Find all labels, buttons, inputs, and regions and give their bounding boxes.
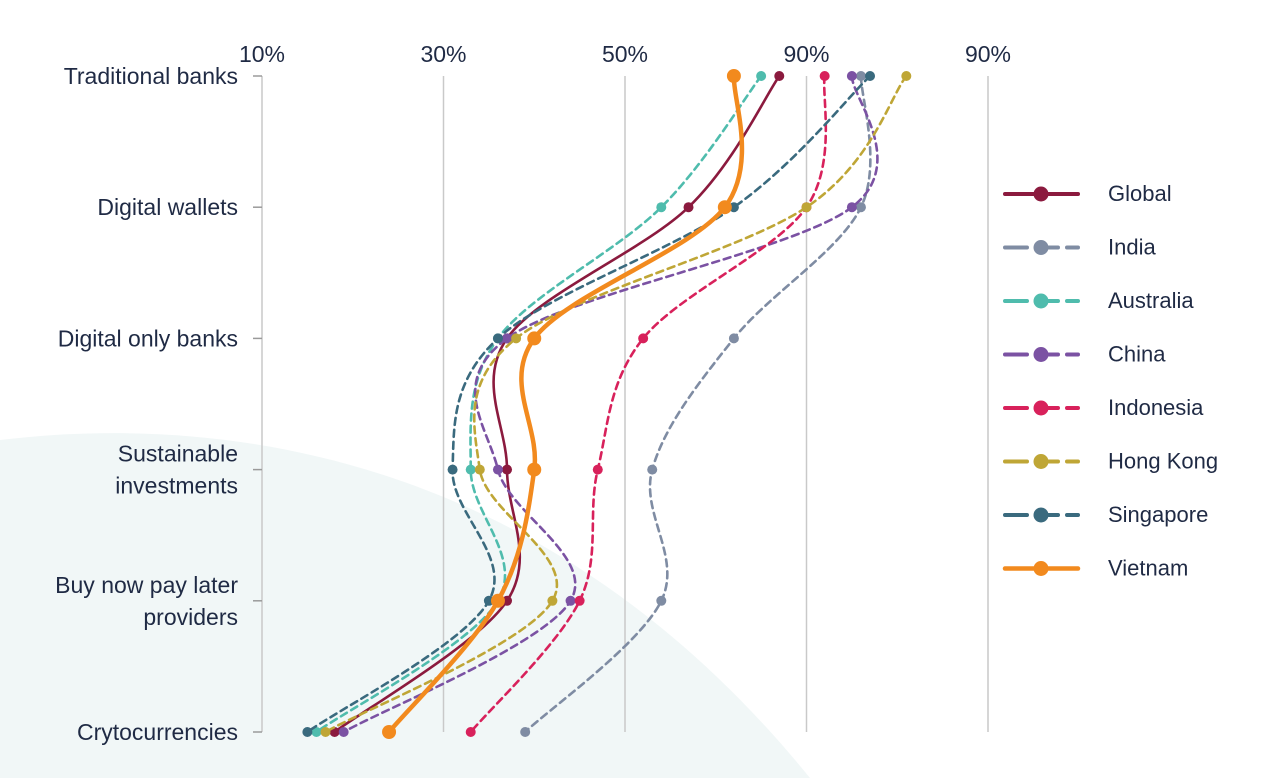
category-label: Sustainable (118, 441, 238, 467)
data-point-china (846, 202, 857, 213)
data-point-singapore (447, 464, 458, 475)
legend-marker-australia (1033, 293, 1049, 309)
category-label: Crytocurrencies (77, 719, 238, 745)
data-point-hong-kong (901, 71, 912, 81)
data-point-vietnam (726, 69, 741, 83)
legend-label-australia: Australia (1108, 288, 1194, 313)
data-point-singapore (302, 727, 313, 737)
data-point-hong-kong (474, 464, 485, 475)
category-label: Digital wallets (97, 194, 238, 220)
legend-label-indonesia: Indonesia (1108, 395, 1204, 420)
data-point-india (855, 71, 866, 81)
data-point-singapore (492, 333, 503, 344)
data-point-china (846, 71, 857, 81)
legend-label-singapore: Singapore (1108, 502, 1208, 527)
data-point-china (338, 727, 349, 737)
data-point-hong-kong (801, 202, 812, 213)
data-point-vietnam (490, 593, 505, 608)
data-point-vietnam (527, 462, 542, 477)
legend-marker-china (1033, 347, 1049, 362)
data-point-australia (311, 727, 322, 737)
series-india (520, 71, 872, 737)
category-label: Digital only banks (58, 325, 238, 351)
data-point-india (855, 202, 866, 213)
data-point-china (502, 333, 513, 344)
legend-item-singapore: Singapore (1003, 502, 1208, 527)
legend-marker-singapore (1033, 507, 1049, 523)
legend-item-australia: Australia (1003, 288, 1194, 313)
background-swoosh (0, 433, 810, 778)
data-point-australia (756, 71, 767, 81)
series-line-indonesia (469, 74, 828, 734)
series-singapore (302, 71, 876, 737)
legend-marker-vietnam (1033, 561, 1049, 576)
legend-item-vietnam: Vietnam (1002, 556, 1188, 581)
series-line-vietnam (386, 73, 745, 735)
series-vietnam (382, 69, 745, 739)
series-line-china (342, 74, 879, 734)
legend-marker-indonesia (1033, 400, 1049, 416)
category-label: providers (143, 604, 238, 630)
data-point-singapore (728, 202, 739, 213)
data-point-australia (465, 464, 476, 475)
series-hong-kong (320, 71, 912, 737)
series-line-india (523, 74, 872, 734)
legend-marker-hong-kong (1033, 454, 1049, 469)
legend-item-china: China (1003, 342, 1166, 367)
data-point-global (774, 71, 785, 81)
data-point-australia (656, 202, 667, 213)
legend-label-global: Global (1108, 181, 1172, 206)
legend-item-global: Global (1003, 181, 1172, 206)
data-point-indonesia (638, 333, 649, 344)
series-line-australia (315, 74, 763, 734)
data-point-india (728, 333, 739, 344)
category-label: Traditional banks (64, 63, 238, 89)
data-point-singapore (865, 71, 876, 81)
data-point-india (647, 464, 658, 475)
data-point-india (520, 727, 531, 737)
data-point-hong-kong (547, 595, 558, 606)
series-line-hong-kong (324, 74, 908, 734)
data-point-indonesia (574, 595, 585, 606)
data-point-hong-kong (511, 333, 522, 344)
data-point-indonesia (592, 464, 603, 475)
data-point-hong-kong (320, 727, 331, 737)
series-line-global (333, 74, 781, 734)
legend-label-china: China (1108, 342, 1166, 367)
legend-item-hong-kong: Hong Kong (1003, 449, 1218, 474)
x-tick-label: 30% (420, 41, 466, 67)
x-tick-label: 90% (965, 41, 1011, 67)
x-tick-label: 10% (239, 41, 285, 67)
series-china (338, 71, 879, 737)
legend-label-india: India (1108, 235, 1156, 260)
data-point-singapore (483, 595, 494, 606)
data-point-global (502, 464, 513, 475)
data-point-vietnam (527, 331, 542, 346)
legend-label-vietnam: Vietnam (1108, 556, 1188, 581)
data-point-china (565, 595, 576, 606)
legend-item-india: India (1003, 235, 1156, 260)
data-point-vietnam (717, 200, 732, 215)
data-point-global (683, 202, 694, 213)
category-label: Buy now pay later (55, 572, 238, 598)
data-point-china (492, 464, 503, 475)
series-line-singapore (306, 74, 872, 734)
data-point-vietnam (382, 725, 397, 739)
x-tick-label: 90% (783, 41, 829, 67)
x-tick-label: 50% (602, 41, 648, 67)
legend-marker-global (1033, 186, 1049, 202)
category-label: investments (115, 473, 238, 499)
data-point-indonesia (465, 727, 476, 737)
legend-label-hong-kong: Hong Kong (1108, 449, 1218, 474)
data-point-global (502, 595, 513, 606)
legend-marker-india (1033, 240, 1049, 255)
data-point-indonesia (819, 71, 830, 81)
series-indonesia (465, 71, 830, 737)
data-point-india (656, 595, 667, 606)
legend-item-indonesia: Indonesia (1003, 395, 1204, 420)
